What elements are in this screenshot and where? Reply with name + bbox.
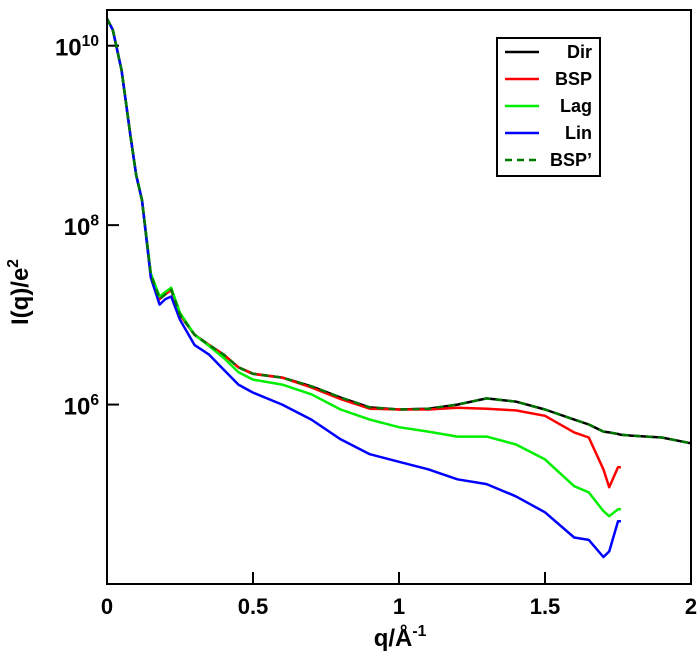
y-tick-label: 106: [64, 392, 100, 421]
y-tick-label: 108: [64, 212, 100, 241]
series-line: [105, 18, 692, 445]
x-tick-label: 2: [685, 594, 697, 619]
legend-label: Lag: [560, 96, 592, 116]
x-tick-label: 1.5: [530, 594, 561, 619]
y-axis-label: I(q)/e2: [5, 259, 34, 325]
plot-frame: [106, 9, 692, 585]
legend-label: BSP: [555, 69, 592, 89]
x-tick-label: 1: [393, 594, 405, 619]
legend-label: BSP’: [550, 150, 592, 170]
x-tick-label: 0: [101, 594, 113, 619]
x-axis-label: q/Å-1: [374, 623, 427, 652]
y-tick-label: 1010: [55, 33, 99, 62]
x-tick-label: 0.5: [238, 594, 269, 619]
legend-label: Dir: [567, 42, 592, 62]
legend-label: Lin: [565, 123, 592, 143]
series-line: [105, 18, 692, 445]
